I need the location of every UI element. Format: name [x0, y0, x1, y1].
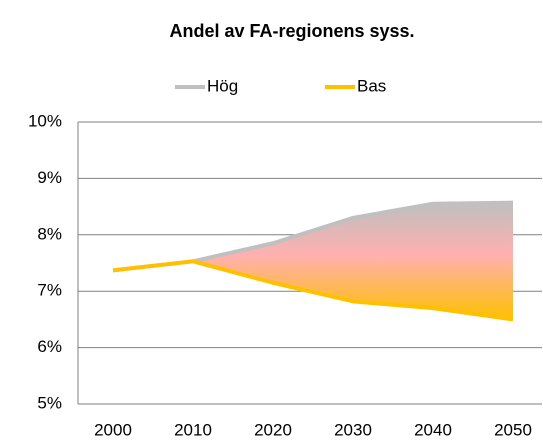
y-tick-label: 8%	[37, 224, 62, 243]
x-tick-label: 2030	[334, 420, 372, 439]
legend-label: Bas	[357, 76, 386, 95]
x-tick-label: 2000	[94, 420, 132, 439]
x-tick-label: 2020	[254, 420, 292, 439]
range-fill	[113, 202, 513, 320]
x-tick-label: 2010	[174, 420, 212, 439]
y-tick-label: 9%	[37, 168, 62, 187]
y-tick-label: 6%	[37, 337, 62, 356]
y-tick-label: 7%	[37, 281, 62, 300]
chart-title: Andel av FA-regionens syss.	[169, 21, 414, 41]
x-tick-label: 2050	[494, 420, 532, 439]
x-tick-label: 2040	[414, 420, 452, 439]
y-tick-label: 5%	[37, 393, 62, 412]
series-line	[112, 259, 514, 322]
legend-label: Hög	[207, 76, 238, 95]
y-tick-label: 10%	[28, 111, 62, 130]
